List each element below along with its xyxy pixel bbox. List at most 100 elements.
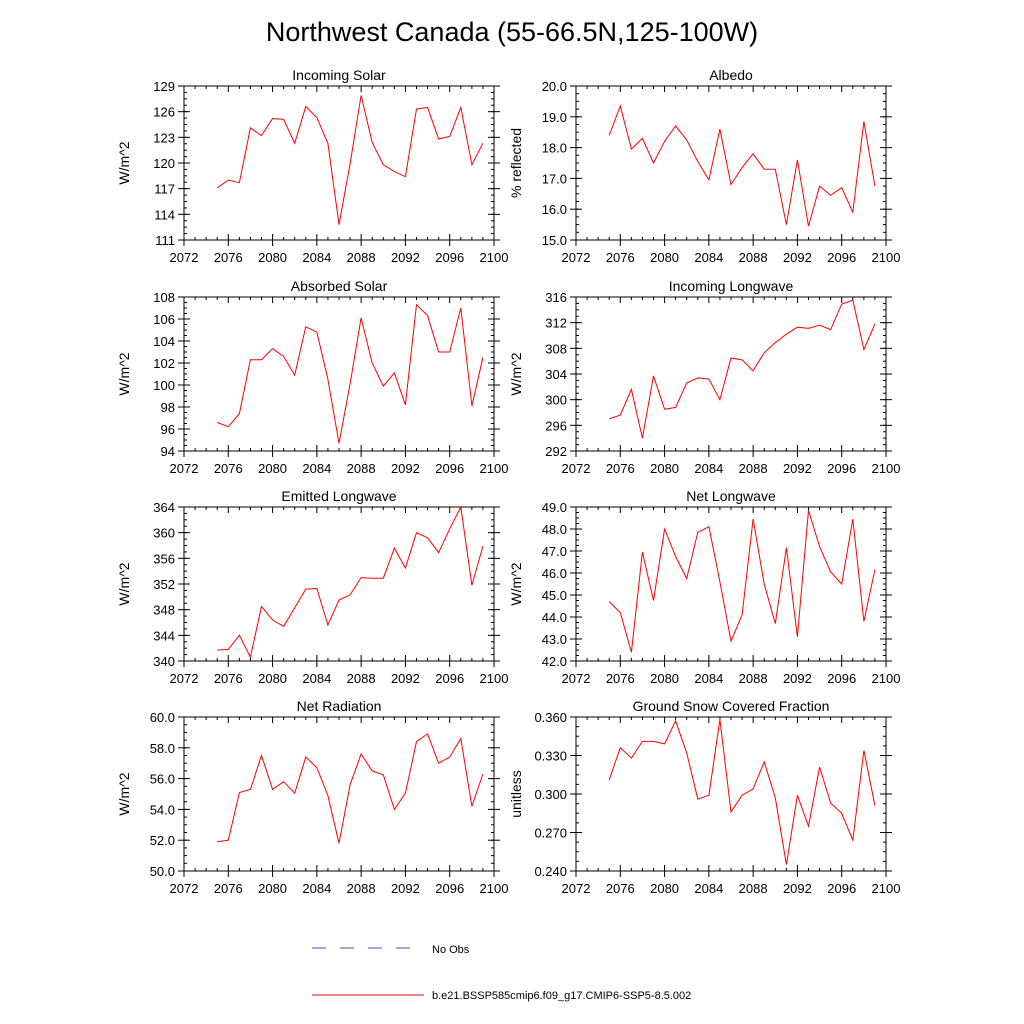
x-tick-label: 2072 <box>170 671 199 686</box>
y-axis-label: W/m^2 <box>116 141 132 184</box>
y-tick-label: 356 <box>153 551 175 566</box>
series-line <box>217 505 484 659</box>
series-line <box>608 104 876 227</box>
y-tick-label: 45.0 <box>542 588 567 603</box>
y-tick-label: 54.0 <box>150 802 175 817</box>
x-tick-label: 2100 <box>872 881 901 896</box>
y-tick-label: 360 <box>153 526 175 541</box>
x-tick-label: 2084 <box>302 671 331 686</box>
y-tick-label: 50.0 <box>150 864 175 879</box>
x-tick-label: 2072 <box>562 881 591 896</box>
x-tick-label: 2088 <box>739 461 768 476</box>
plot-frame <box>183 85 495 241</box>
x-tick-label: 2076 <box>214 881 243 896</box>
x-tick-label: 2072 <box>562 461 591 476</box>
y-tick-label: 120 <box>153 156 175 171</box>
x-tick-label: 2100 <box>872 671 901 686</box>
x-tick-label: 2100 <box>480 250 509 265</box>
y-tick-label: 17.0 <box>542 171 567 186</box>
y-tick-label: 304 <box>545 367 567 382</box>
y-tick-label: 94 <box>161 444 175 459</box>
x-tick-label: 2100 <box>872 250 901 265</box>
y-tick-label: 19.0 <box>542 110 567 125</box>
x-tick-label: 2092 <box>391 671 420 686</box>
y-axis-label: % reflected <box>508 128 524 198</box>
y-axis-label: unitless <box>508 770 524 817</box>
panel-title: Net Radiation <box>297 698 382 714</box>
x-tick-label: 2096 <box>435 671 464 686</box>
y-tick-label: 102 <box>153 356 175 371</box>
panel-incoming-longwave: Incoming Longwave W/m^2 2072 2076 2080 2084 20… <box>508 278 900 476</box>
x-tick-label: 2088 <box>739 250 768 265</box>
legend: No Obs b.e21.BSSP585cmip6.f09_g17.CMIP6-… <box>312 944 691 1002</box>
y-tick-label: 0.300 <box>534 787 567 802</box>
x-tick-label: 2092 <box>391 250 420 265</box>
x-tick-label: 2092 <box>391 461 420 476</box>
x-tick-label: 2092 <box>783 671 812 686</box>
x-tick-label: 2100 <box>480 671 509 686</box>
x-tick-label: 2080 <box>258 881 287 896</box>
y-tick-label: 117 <box>154 182 175 197</box>
y-tick-label: 46.0 <box>542 566 567 581</box>
y-tick-label: 316 <box>545 290 567 305</box>
y-tick-label: 42.0 <box>542 654 567 669</box>
y-tick-label: 44.0 <box>542 610 567 625</box>
panel-incoming-solar: Incoming Solar W/m^2 2072 2076 2080 2084 2088 2… <box>116 67 508 265</box>
y-tick-label: 49.0 <box>542 500 567 515</box>
x-tick-label: 2076 <box>606 461 635 476</box>
y-tick-label: 364 <box>153 500 175 515</box>
x-tick-label: 2072 <box>562 250 591 265</box>
x-tick-label: 2100 <box>480 881 509 896</box>
y-tick-label: 52.0 <box>150 833 175 848</box>
y-tick-label: 96 <box>161 422 175 437</box>
y-tick-label: 0.330 <box>534 749 567 764</box>
x-tick-label: 2072 <box>170 881 199 896</box>
x-tick-label: 2076 <box>606 250 635 265</box>
y-tick-label: 292 <box>545 444 567 459</box>
x-tick-label: 2084 <box>302 250 331 265</box>
plot-frame <box>575 296 887 452</box>
y-tick-label: 0.240 <box>534 864 567 879</box>
y-axis-label: W/m^2 <box>508 562 524 605</box>
panel-title: Net Longwave <box>686 488 776 504</box>
y-tick-label: 48.0 <box>542 522 567 537</box>
y-tick-label: 106 <box>153 312 175 327</box>
panel-title: Incoming Longwave <box>669 278 794 294</box>
x-tick-label: 2096 <box>827 250 856 265</box>
y-axis-label: W/m^2 <box>116 772 132 815</box>
x-tick-label: 2096 <box>827 671 856 686</box>
x-tick-label: 2084 <box>302 461 331 476</box>
x-tick-label: 2072 <box>562 671 591 686</box>
x-tick-label: 2088 <box>347 671 376 686</box>
x-tick-label: 2088 <box>347 461 376 476</box>
y-axis-label: W/m^2 <box>116 352 132 395</box>
x-tick-label: 2080 <box>650 461 679 476</box>
y-tick-label: 300 <box>545 393 567 408</box>
y-tick-label: 114 <box>154 207 175 222</box>
x-tick-label: 2096 <box>827 461 856 476</box>
y-tick-label: 108 <box>153 290 175 305</box>
y-tick-label: 43.0 <box>542 632 567 647</box>
y-tick-label: 0.270 <box>534 826 567 841</box>
plot-frame <box>575 506 887 662</box>
x-tick-label: 2100 <box>872 461 901 476</box>
x-tick-label: 2088 <box>347 250 376 265</box>
x-tick-label: 2072 <box>170 250 199 265</box>
panel-title: Ground Snow Covered Fraction <box>633 698 830 714</box>
x-tick-label: 2076 <box>214 250 243 265</box>
x-tick-label: 2080 <box>258 250 287 265</box>
panel-title: Albedo <box>709 67 753 83</box>
y-tick-label: 352 <box>153 577 175 592</box>
panel-emitted-longwave: Emitted Longwave W/m^2 2072 2076 2080 2084 208… <box>116 488 508 686</box>
y-tick-label: 340 <box>153 654 175 669</box>
series-line <box>216 95 484 225</box>
y-tick-label: 344 <box>153 628 175 643</box>
panel-absorbed-solar: Absorbed Solar W/m^2 2072 2076 2080 2084 2088 2… <box>116 278 508 476</box>
panel-title: Incoming Solar <box>292 67 386 83</box>
x-tick-label: 2084 <box>694 461 723 476</box>
series-line <box>608 719 876 865</box>
legend-model-label: b.e21.BSSP585cmip6.f09_g17.CMIP6-SSP5-8.… <box>432 990 691 1002</box>
y-tick-label: 312 <box>545 316 567 331</box>
panel-albedo: Albedo % reflected 2072 2076 2080 2084 2088 209… <box>508 67 900 265</box>
